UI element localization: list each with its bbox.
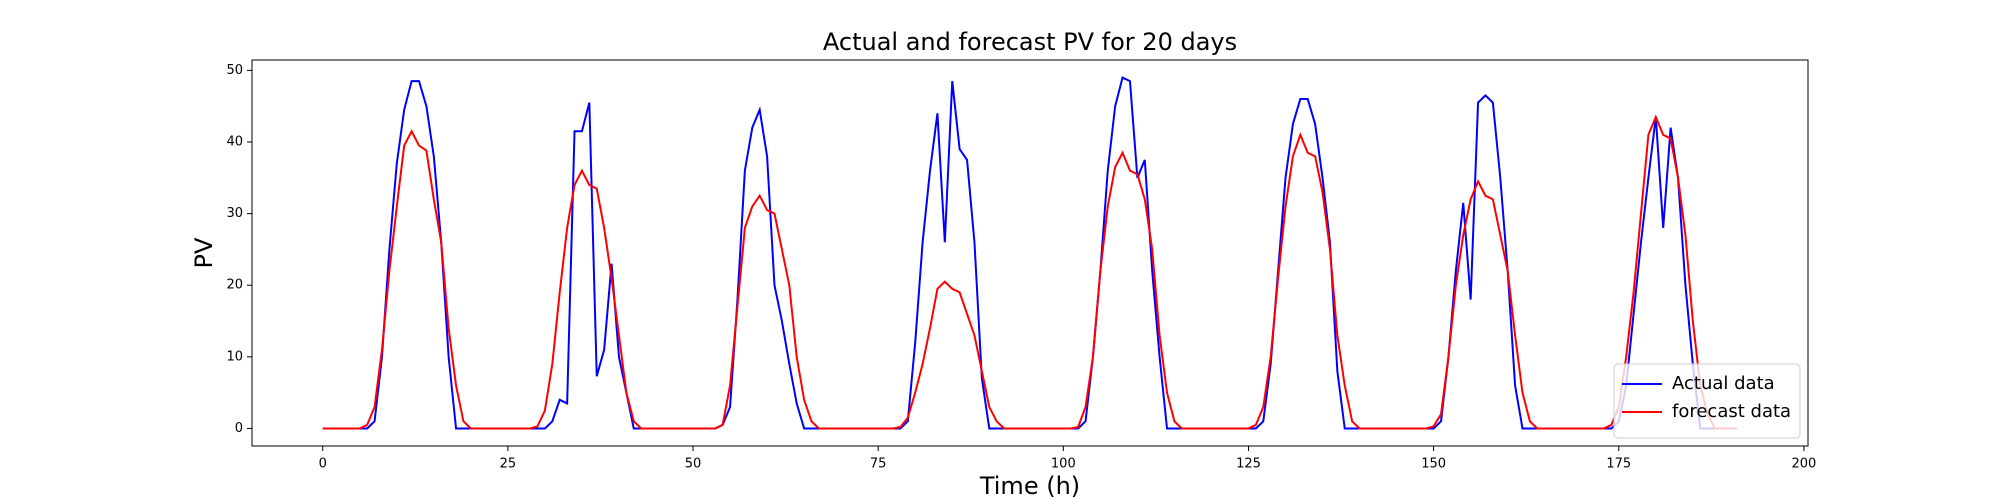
x-tick-label: 0 xyxy=(319,457,327,472)
legend-label: forecast data xyxy=(1672,401,1791,422)
chart-title: Actual and forecast PV for 20 days xyxy=(823,28,1237,56)
legend-label: Actual data xyxy=(1672,373,1775,394)
x-tick-label: 175 xyxy=(1606,457,1631,472)
y-tick-label: 20 xyxy=(226,278,243,293)
data-line xyxy=(322,76,1738,430)
y-tick-label: 10 xyxy=(226,349,243,364)
y-axis-label: PV xyxy=(190,237,218,268)
y-tick-label: 0 xyxy=(235,421,243,436)
x-tick-label: 100 xyxy=(1051,457,1076,472)
legend-box xyxy=(1613,363,1801,439)
x-tick-label: 75 xyxy=(870,457,887,472)
y-tick-label: 50 xyxy=(226,63,243,78)
plot-frame xyxy=(251,59,1809,447)
x-tick-label: 50 xyxy=(685,457,702,472)
y-tick-label: 40 xyxy=(226,134,243,149)
x-tick-label: 150 xyxy=(1421,457,1446,472)
data-line xyxy=(322,114,1738,430)
x-tick-label: 25 xyxy=(500,457,517,472)
x-tick-label: 125 xyxy=(1236,457,1261,472)
x-tick-label: 200 xyxy=(1792,457,1817,472)
x-axis-label: Time (h) xyxy=(979,472,1080,500)
y-tick-label: 30 xyxy=(226,206,243,221)
